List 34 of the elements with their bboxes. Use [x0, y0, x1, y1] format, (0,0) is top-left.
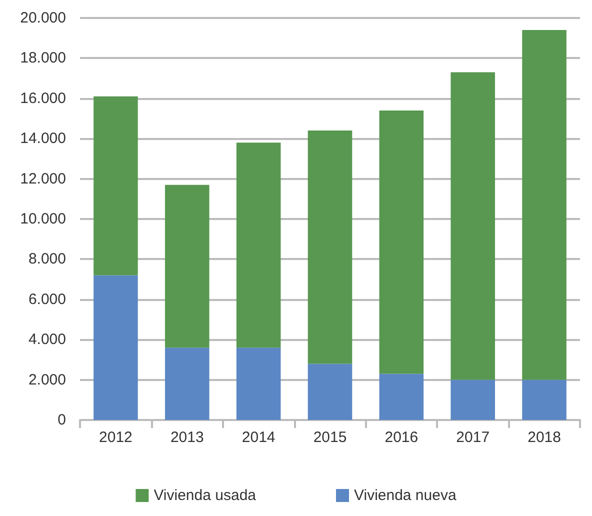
y-tick-label: 14.000 [20, 130, 66, 148]
y-tick-label: 6.000 [28, 290, 66, 308]
bar [165, 348, 210, 420]
y-tick-label: 18.000 [20, 50, 66, 67]
x-tick-label: 2018 [528, 429, 561, 446]
bar [308, 130, 352, 364]
y-tick-label: 2.000 [28, 371, 66, 388]
bar [450, 72, 495, 380]
x-tick-label: 2012 [99, 429, 132, 446]
x-tick-label: 2017 [456, 429, 490, 446]
x-tick-label: 2014 [242, 429, 276, 446]
y-tick-label: 0 [58, 412, 66, 428]
bar [450, 380, 495, 420]
x-tick-label: 2016 [384, 429, 418, 446]
bar [165, 184, 210, 348]
legend-label: Vivienda nueva [354, 487, 457, 504]
bar [94, 96, 138, 276]
y-tick-label: 16.000 [20, 90, 66, 107]
bar [522, 380, 566, 420]
bar [308, 364, 352, 420]
y-tick-label: 10.000 [20, 210, 66, 228]
bar [379, 374, 424, 420]
bar [522, 30, 566, 380]
y-tick-label: 4.000 [28, 331, 66, 348]
bar [94, 275, 138, 420]
y-tick-label: 8.000 [28, 250, 66, 268]
y-tick-label: 20.000 [20, 10, 66, 26]
bar [379, 110, 424, 374]
y-tick-label: 12.000 [20, 170, 66, 188]
x-tick-label: 2013 [170, 429, 204, 446]
x-tick-label: 2015 [313, 429, 347, 446]
legend-label: Vivienda usada [154, 487, 257, 504]
bar [236, 142, 281, 348]
bar [236, 348, 281, 420]
